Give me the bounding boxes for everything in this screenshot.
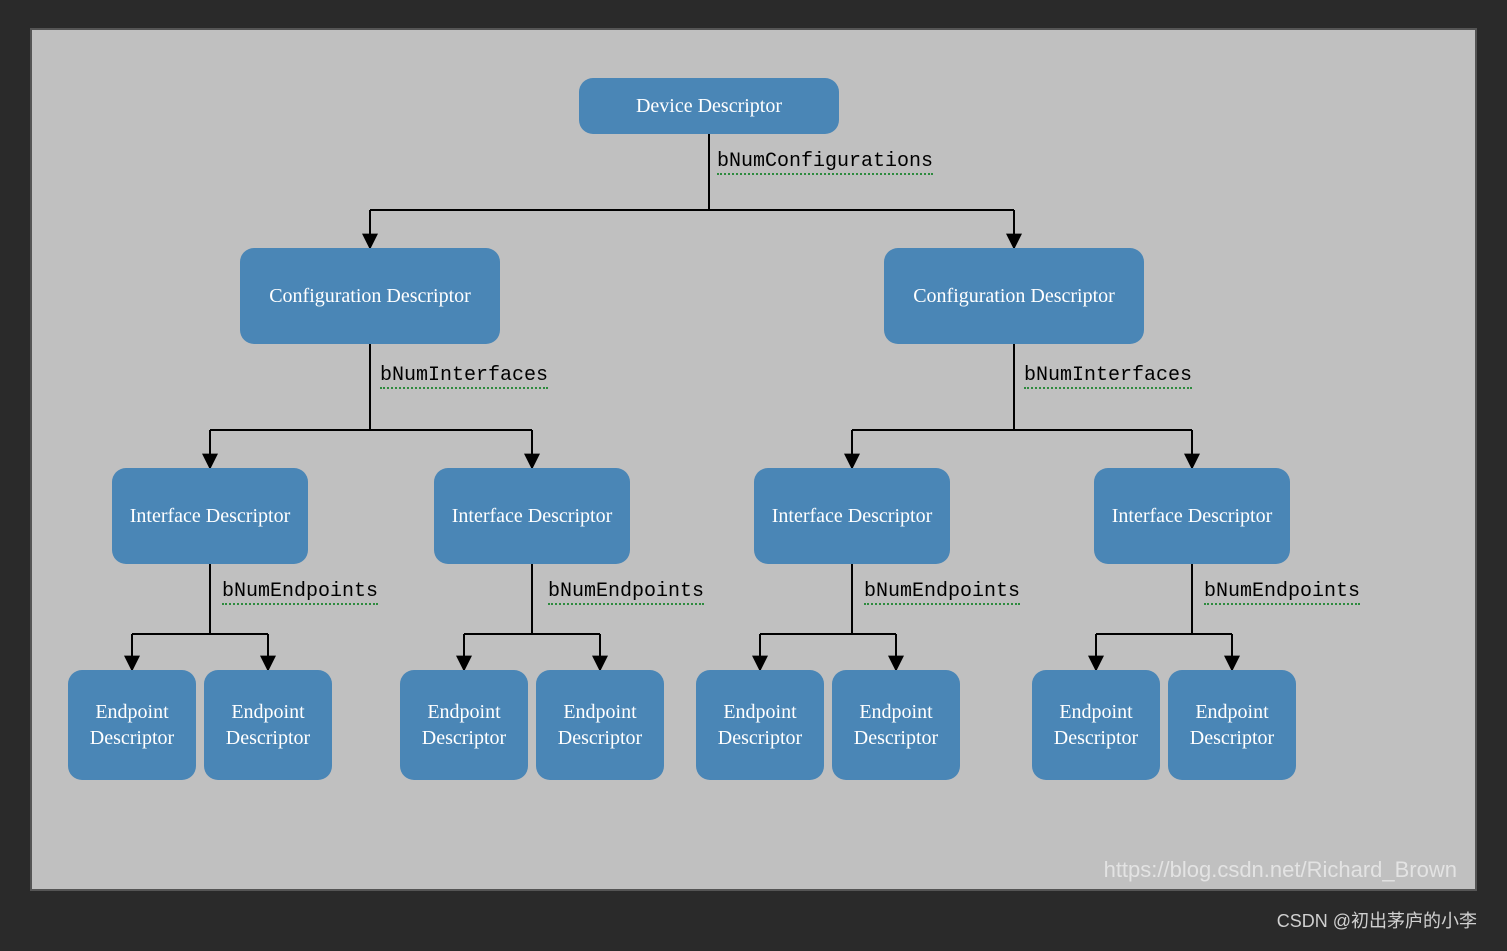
edge-label-bnuminterfaces: bNumInterfaces bbox=[1024, 364, 1192, 389]
node-configuration-descriptor: Configuration Descriptor bbox=[884, 248, 1144, 344]
node-endpoint-descriptor: Endpoint Descriptor bbox=[696, 670, 824, 780]
node-endpoint-descriptor: Endpoint Descriptor bbox=[68, 670, 196, 780]
edge-label-bnuminterfaces: bNumInterfaces bbox=[380, 364, 548, 389]
node-interface-descriptor: Interface Descriptor bbox=[112, 468, 308, 564]
diagram-canvas: Device Descriptor Configuration Descript… bbox=[30, 28, 1477, 891]
edge-label-bnumendpoints: bNumEndpoints bbox=[548, 580, 704, 605]
outer-frame: Device Descriptor Configuration Descript… bbox=[0, 0, 1507, 951]
edge-label-bnumconfigurations: bNumConfigurations bbox=[717, 150, 933, 175]
node-device-descriptor: Device Descriptor bbox=[579, 78, 839, 134]
node-interface-descriptor: Interface Descriptor bbox=[754, 468, 950, 564]
node-endpoint-descriptor: Endpoint Descriptor bbox=[204, 670, 332, 780]
node-endpoint-descriptor: Endpoint Descriptor bbox=[400, 670, 528, 780]
node-endpoint-descriptor: Endpoint Descriptor bbox=[536, 670, 664, 780]
node-interface-descriptor: Interface Descriptor bbox=[434, 468, 630, 564]
node-endpoint-descriptor: Endpoint Descriptor bbox=[1168, 670, 1296, 780]
node-interface-descriptor: Interface Descriptor bbox=[1094, 468, 1290, 564]
node-configuration-descriptor: Configuration Descriptor bbox=[240, 248, 500, 344]
edge-label-bnumendpoints: bNumEndpoints bbox=[864, 580, 1020, 605]
edge-label-bnumendpoints: bNumEndpoints bbox=[1204, 580, 1360, 605]
attribution-text: CSDN @初出茅庐的小李 bbox=[1277, 907, 1477, 933]
edge-label-bnumendpoints: bNumEndpoints bbox=[222, 580, 378, 605]
watermark-text: https://blog.csdn.net/Richard_Brown bbox=[1104, 857, 1457, 883]
node-endpoint-descriptor: Endpoint Descriptor bbox=[832, 670, 960, 780]
node-endpoint-descriptor: Endpoint Descriptor bbox=[1032, 670, 1160, 780]
